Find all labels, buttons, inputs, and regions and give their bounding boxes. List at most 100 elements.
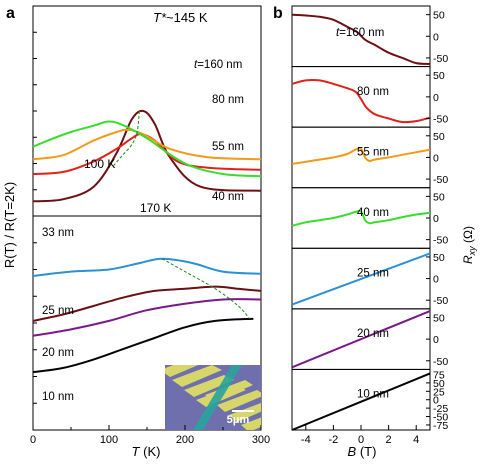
strip-y-tick-label-50: 50 [433, 131, 445, 143]
strip-y-tick-label--50: -50 [433, 113, 448, 125]
strip-label-55-nm: 55 nm [357, 146, 389, 158]
strip-y-tick-label-0: 0 [433, 92, 439, 104]
strip-y-tick-label-50: 50 [433, 252, 445, 264]
x-label-symbol: T [132, 444, 141, 459]
panel-a-letter: a [6, 5, 15, 22]
strip-y-tick-label-0: 0 [433, 395, 439, 407]
annotation-170k: 170 K [140, 201, 171, 215]
strip-y-tick-label--50: -50 [433, 53, 448, 65]
strip-y-tick-label-75: 75 [433, 369, 445, 381]
strip-y-tick-label-50: 50 [433, 313, 445, 325]
inset-electrode-upper-1 [165, 365, 199, 377]
lower-series-label-20-nm: 20 nm [42, 347, 74, 359]
inset-electrode-upper-2 [172, 365, 222, 387]
inset-scale-label: 5μm [227, 414, 250, 426]
panel-b-letter: b [273, 5, 283, 22]
strip-y-tick-label--50: -50 [433, 412, 448, 424]
lower-curve-33-nm [32, 257, 262, 277]
lower-series-label-25-nm: 25 nm [42, 305, 74, 317]
x-label-unit: (K) [140, 444, 161, 459]
panel-a-y-axis-label: R(T) / R(T=2K) [2, 182, 17, 268]
annotation-tstar-value: ~145 K [166, 10, 208, 25]
panel-a-x-axis-label: T (K) [132, 444, 161, 459]
y-label-subscript: xy [467, 246, 477, 257]
lower-peak-trace [161, 258, 250, 320]
strip-y-tick-label-25: 25 [433, 386, 445, 398]
inset-flake [193, 365, 242, 430]
strip-y-tick-label--50: -50 [433, 295, 448, 307]
strip-y-tick-label-0: 0 [433, 274, 439, 286]
strip-y-tick-label--50: -50 [433, 235, 448, 247]
b-x-tick-label--2: -2 [329, 434, 339, 446]
inset-electrode-upper-3 [184, 375, 234, 397]
strip-y-tick-label-0: 0 [433, 152, 439, 164]
panel-b-strip-40-nm: 50 0 -50 40 nm [291, 187, 448, 249]
annotation-100k: 100 K [84, 157, 115, 171]
series-label-value: =160 nm [197, 59, 242, 71]
strip-label-value: =160 nm [339, 27, 384, 39]
upper-curve-t-160-nm [32, 109, 262, 203]
series-label-symbol: t [194, 59, 198, 71]
hall-curve-25-nm [291, 252, 431, 306]
inset-electrode-lower-2 [217, 390, 261, 412]
x-tick-label-200: 200 [176, 434, 194, 446]
strip-label-20-nm: 20 nm [357, 328, 389, 340]
panel-a-upper-block: t=160 nm 80 nm 55 nm 40 nm T*~145 K 100 K [32, 10, 262, 203]
strip-y-tick-label-0: 0 [433, 31, 439, 43]
b-x-tick-label-2: 2 [386, 434, 392, 446]
inset-electrode-lower-3 [229, 403, 261, 422]
strip-y-tick-label-50: 50 [433, 10, 445, 22]
b-x-tick-label-0: 0 [358, 434, 364, 446]
b-x-tick-label--4: -4 [301, 434, 311, 446]
annotation-tstar-symbol: T* [153, 10, 167, 25]
strip-y-tick-label-50: 50 [433, 378, 445, 390]
lower-curve-20-nm [32, 298, 262, 337]
strip-y-tick-label--25: -25 [433, 403, 448, 415]
annotation-tstar: T*~145 K [153, 10, 208, 25]
x-tick-label-0: 0 [30, 434, 36, 446]
lower-curve-10-nm [32, 317, 254, 374]
x-label-symbol: B [348, 444, 357, 459]
panel-b-x-ticks: -4 -2 0 2 4 [301, 425, 419, 446]
strip-y-tick-label-50: 50 [433, 70, 445, 82]
upper-series-label-55-nm: 55 nm [212, 141, 244, 153]
strip-label-10-nm: 10 nm [357, 389, 389, 401]
y-label-symbol: R [461, 255, 475, 264]
panel-a-x-ticks: 0 100 200 300 [30, 425, 270, 446]
hall-curve-40-nm [291, 209, 431, 227]
strip-y-tick-label-50: 50 [433, 191, 445, 203]
panel-b-strip-80-nm: 50 0 -50 80 nm [291, 66, 448, 128]
strip-y-tick-label-0: 0 [433, 334, 439, 346]
panel-b-x-axis-label: B (T) [348, 444, 377, 459]
y-label-unit: (Ω) [461, 226, 475, 246]
strip-y-tick-label--50: -50 [433, 356, 448, 368]
strip-y-tick-label--75: -75 [433, 420, 448, 432]
lower-series-label-10-nm: 10 nm [42, 391, 74, 403]
hall-curve-10-nm [291, 372, 431, 431]
panel-b-strip-t-160-nm: 50 0 -50 t=160 nm [291, 5, 448, 68]
panel-b-strip-25-nm: 50 0 -50 25 nm [291, 247, 448, 310]
panel-b-y-axis-label: Rxy (Ω) [461, 226, 477, 264]
strip-label-80-nm: 80 nm [357, 86, 389, 98]
strip-label-40-nm: 40 nm [357, 207, 389, 219]
hall-curve-t-160-nm [291, 13, 431, 65]
panel-a: a t=160 nm 80 nm 55 nm 40 nm T*~145 K 100 K 3… [2, 5, 270, 459]
hall-curve-20-nm [291, 310, 431, 369]
panel-a-lower-block: 33 nm 25 nm 20 nm 10 nm 170 K [32, 201, 262, 403]
upper-series-label-80-nm: 80 nm [212, 94, 244, 106]
upper-curve-40-nm [32, 120, 262, 178]
lower-curve-25-nm [32, 285, 262, 322]
inset-drawing [165, 365, 261, 430]
x-label-unit: (T) [356, 444, 376, 459]
x-tick-label-300: 300 [252, 434, 270, 446]
strip-y-tick-label-0: 0 [433, 213, 439, 225]
strip-y-tick-label--50: -50 [433, 174, 448, 186]
upper-series-label-40-nm: 40 nm [212, 191, 244, 203]
strip-label-25-nm: 25 nm [357, 268, 389, 280]
upper-series-label-t-160-nm: t=160 nm [194, 59, 242, 71]
strip-label-t-160-nm: t=160 nm [336, 27, 384, 39]
inset-device-image: 5μm [165, 365, 261, 430]
